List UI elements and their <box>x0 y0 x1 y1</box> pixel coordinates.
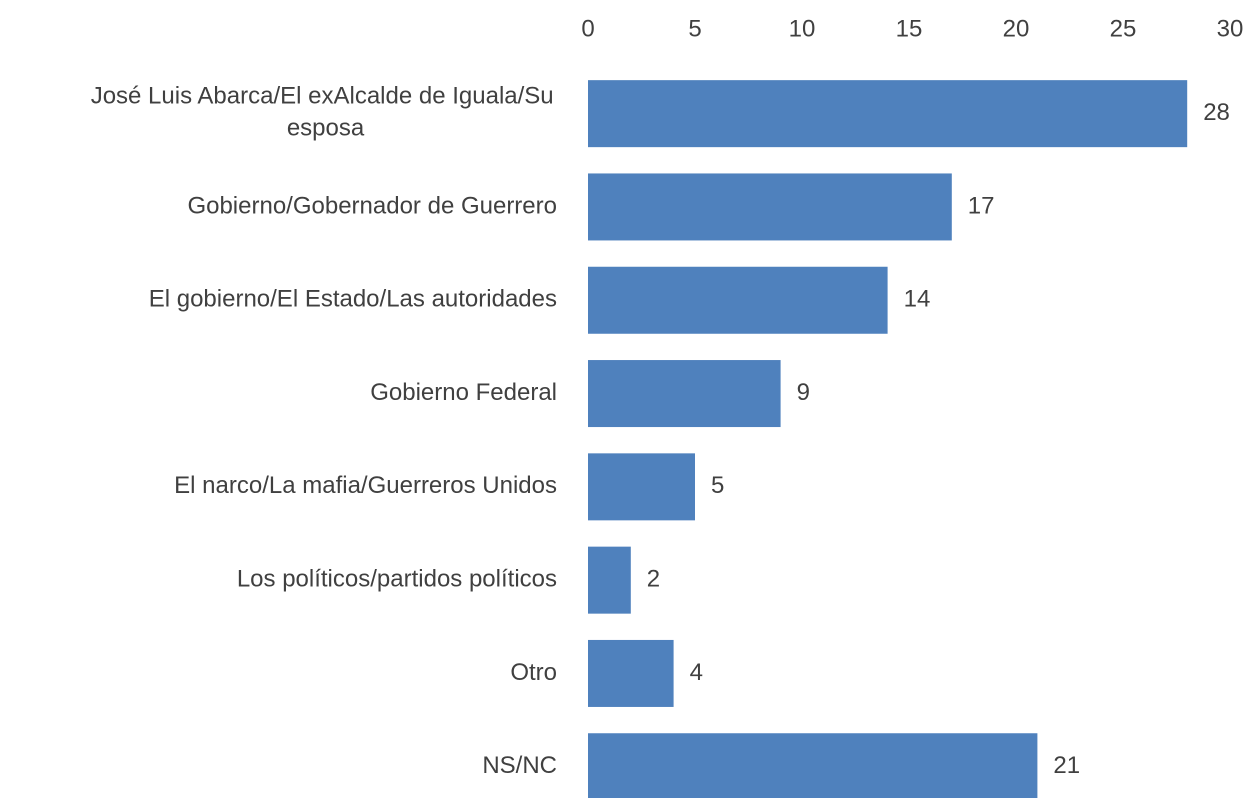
y-tick-label: Los políticos/partidos políticos <box>237 565 557 592</box>
y-tick-label: Otro <box>510 659 557 686</box>
y-tick-label: José Luis Abarca/El exAlcalde de Iguala/… <box>91 83 561 142</box>
bar <box>588 453 695 521</box>
bar <box>588 173 952 241</box>
x-tick-label: 25 <box>1110 15 1137 42</box>
bar <box>588 639 674 707</box>
bar <box>588 266 888 334</box>
y-tick-label: El narco/La mafia/Guerreros Unidos <box>174 472 557 499</box>
data-label: 2 <box>647 565 660 592</box>
x-tick-label: 0 <box>581 15 594 42</box>
x-tick-label: 30 <box>1217 15 1244 42</box>
bar <box>588 733 1038 798</box>
bar <box>588 80 1188 148</box>
data-label: 14 <box>904 286 931 313</box>
y-tick-label: Gobierno Federal <box>370 379 557 406</box>
data-label: 4 <box>690 659 703 686</box>
data-label: 9 <box>797 379 810 406</box>
bar <box>588 360 781 428</box>
data-label: 17 <box>968 192 995 219</box>
bar <box>588 546 631 614</box>
y-tick-label: El gobierno/El Estado/Las autoridades <box>149 286 557 313</box>
y-tick-label: NS/NC <box>482 752 557 779</box>
x-tick-label: 5 <box>688 15 701 42</box>
x-tick-label: 10 <box>789 15 816 42</box>
x-tick-label: 15 <box>896 15 923 42</box>
x-tick-label: 20 <box>1003 15 1030 42</box>
data-label: 5 <box>711 472 724 499</box>
data-label: 28 <box>1203 99 1230 126</box>
data-label: 21 <box>1053 752 1080 779</box>
y-tick-label: Gobierno/Gobernador de Guerrero <box>187 192 557 219</box>
